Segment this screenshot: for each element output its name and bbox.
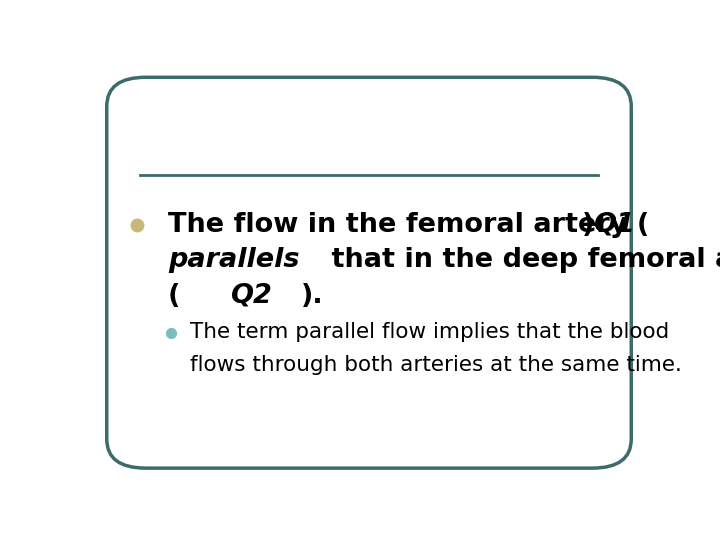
Text: flows through both arteries at the same time.: flows through both arteries at the same … <box>190 355 683 375</box>
Text: The flow in the femoral artery (: The flow in the femoral artery ( <box>168 212 649 238</box>
Text: The term parallel flow implies that the blood: The term parallel flow implies that the … <box>190 322 670 342</box>
Text: (: ( <box>168 282 181 308</box>
Text: ).: ). <box>301 282 323 308</box>
Text: ): ) <box>582 212 595 238</box>
Text: parallels: parallels <box>168 247 300 273</box>
Text: Q1: Q1 <box>593 212 635 238</box>
Text: that in the deep femoral artery: that in the deep femoral artery <box>323 247 720 273</box>
Text: Q2: Q2 <box>230 282 272 308</box>
FancyBboxPatch shape <box>107 77 631 468</box>
